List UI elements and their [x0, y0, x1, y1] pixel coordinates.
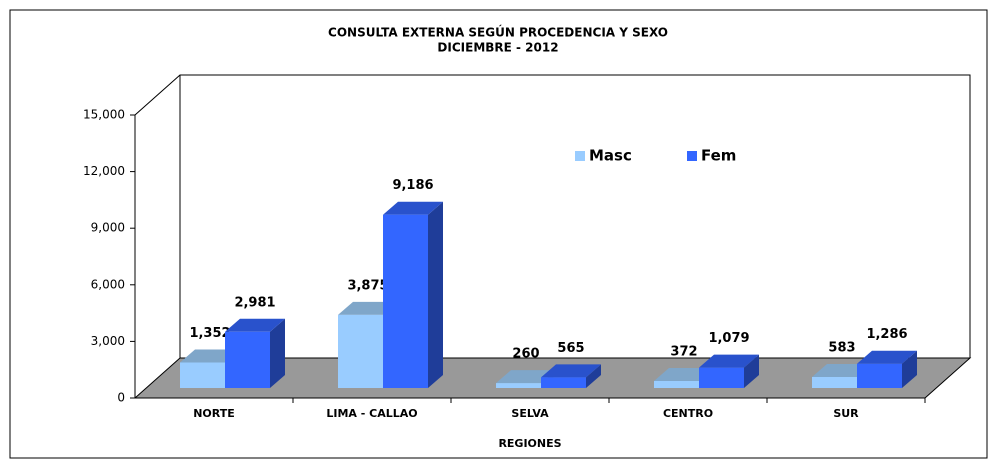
bar — [338, 314, 383, 388]
x-axis-label: REGIONES — [498, 437, 561, 450]
bar — [699, 367, 744, 388]
data-label: 260 — [512, 347, 539, 362]
bar — [180, 362, 225, 388]
chart-subtitle: DICIEMBRE - 2012 — [437, 41, 558, 55]
bar-top — [383, 201, 443, 215]
y-tick-label: 15,000 — [83, 108, 125, 122]
x-tick-label: LIMA - CALLAO — [326, 407, 417, 420]
bar — [812, 377, 857, 388]
x-tick-label: CENTRO — [663, 407, 713, 420]
data-label: 1,352 — [189, 326, 230, 341]
bar-side — [744, 354, 759, 388]
y-tick-label: 3,000 — [91, 334, 125, 348]
bar — [541, 377, 586, 388]
bar — [383, 214, 428, 388]
legend-label: Fem — [701, 147, 736, 165]
y-tick-label: 6,000 — [91, 277, 125, 291]
data-label: 583 — [828, 341, 855, 356]
bar — [857, 363, 902, 388]
data-label: 9,186 — [392, 178, 433, 193]
data-label: 372 — [670, 344, 697, 359]
bar-side — [428, 201, 443, 388]
bar-top — [699, 354, 759, 368]
y-tick-label: 9,000 — [91, 221, 125, 235]
y-tick-label: 0 — [117, 391, 125, 405]
bar-top — [225, 318, 285, 332]
bar — [225, 331, 270, 388]
y-tick-label: 12,000 — [83, 164, 125, 178]
data-label: 1,286 — [866, 327, 907, 342]
data-label: 3,875 — [347, 278, 388, 293]
bar — [496, 383, 541, 388]
bar-top — [857, 350, 917, 364]
x-tick-label: NORTE — [193, 407, 235, 420]
bar-side — [902, 350, 917, 388]
bar-top — [541, 364, 601, 378]
x-tick-label: SELVA — [511, 407, 549, 420]
legend-swatch — [687, 151, 697, 161]
data-label: 2,981 — [234, 295, 275, 310]
x-tick-label: SUR — [833, 407, 859, 420]
data-label: 1,079 — [708, 331, 749, 346]
data-label: 565 — [557, 341, 584, 356]
bar — [654, 380, 699, 388]
bar-side — [586, 364, 601, 388]
chart-title: CONSULTA EXTERNA SEGÚN PROCEDENCIA Y SEX… — [328, 25, 668, 40]
legend-swatch — [575, 151, 585, 161]
legend-label: Masc — [589, 147, 632, 165]
bar-side — [270, 318, 285, 388]
